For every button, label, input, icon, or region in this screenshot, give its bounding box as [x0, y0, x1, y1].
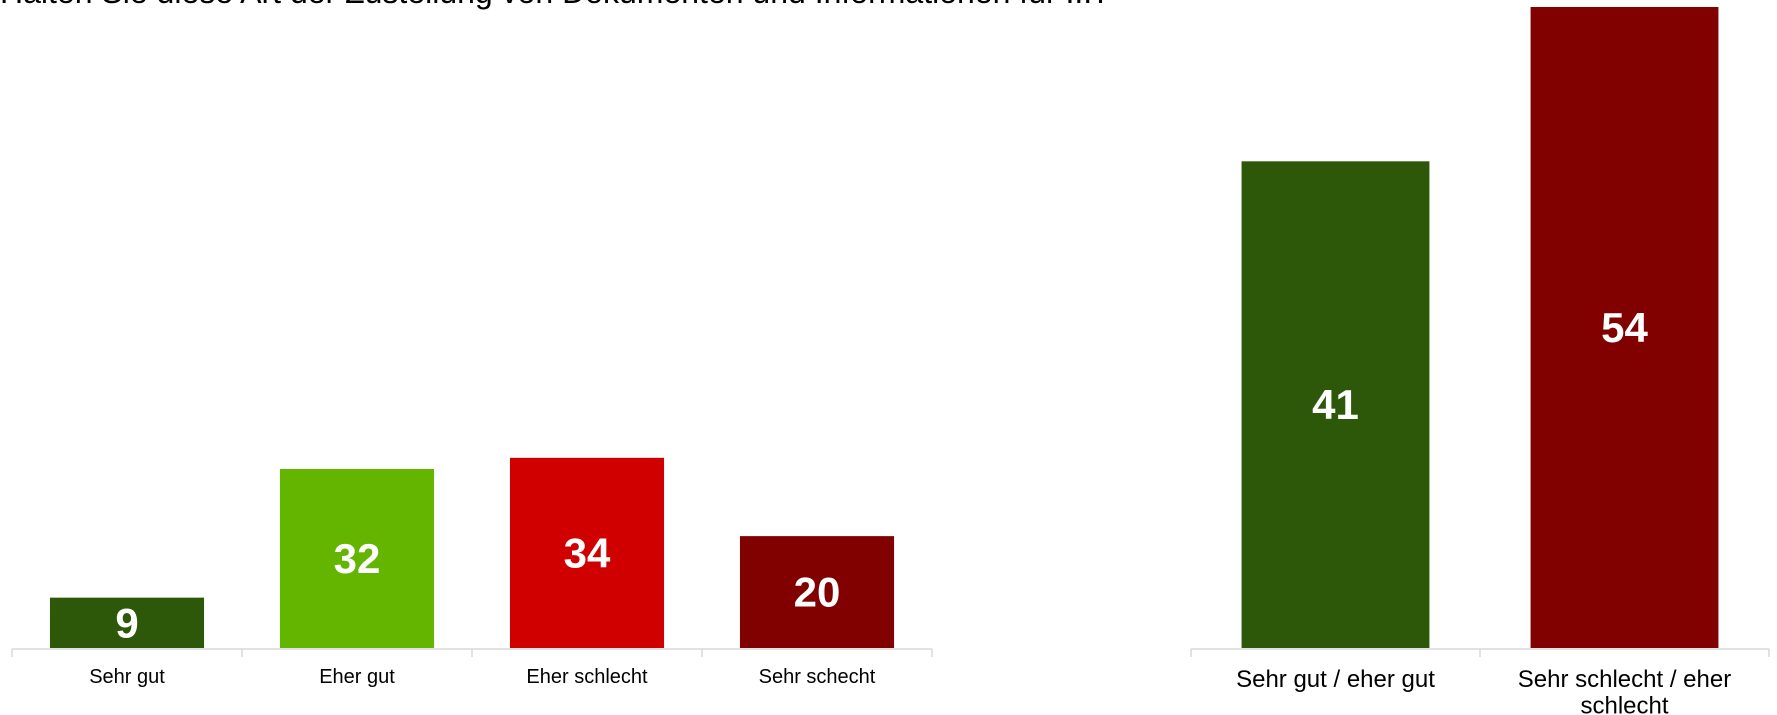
- chart-summary: 41 Sehr gut / eher gut 54 Sehr schlecht / e…: [1190, 7, 1770, 715]
- category-label: Sehr gut / eher gut: [1236, 666, 1435, 693]
- bar-4: [739, 536, 895, 648]
- data-label: 32: [334, 535, 381, 582]
- category-label: Eher gut: [319, 666, 395, 688]
- chart-title: Halten Sie diese Art der Zustellung von …: [0, 0, 1110, 10]
- data-label: 9: [115, 599, 138, 646]
- bar-3: [509, 457, 665, 648]
- bar-1: [49, 597, 205, 648]
- category-label: Eher schlecht: [526, 666, 648, 688]
- data-label: 20: [794, 569, 841, 616]
- chart-detail: 9 Sehr gut 32 Eher gut 34 Eher schlecht 20 Sehr…: [11, 457, 933, 688]
- data-label: 54: [1601, 304, 1648, 351]
- data-label: 34: [564, 529, 611, 576]
- category-label: Sehr gut: [89, 666, 165, 688]
- category-label: Sehr schlecht / eher schlecht: [1518, 666, 1731, 715]
- data-label: 41: [1312, 381, 1359, 428]
- category-label: Sehr schecht: [759, 666, 876, 688]
- bar-1: [1241, 161, 1430, 648]
- bar-2: [279, 469, 435, 648]
- bar-2: [1530, 7, 1719, 648]
